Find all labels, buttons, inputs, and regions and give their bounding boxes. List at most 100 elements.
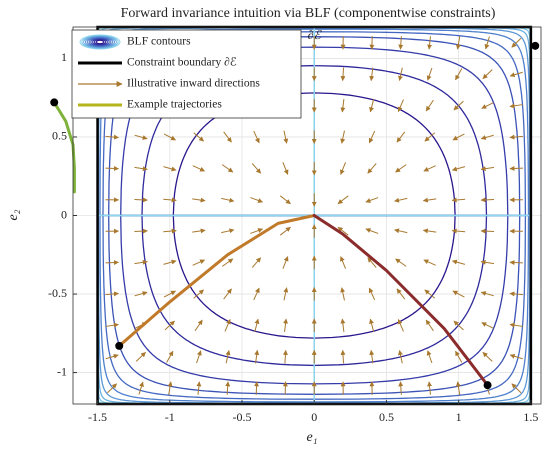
quiver-arrow — [365, 228, 379, 234]
quiver-arrow — [455, 350, 463, 363]
quiver-arrow — [369, 67, 375, 82]
quiver-arrow — [134, 197, 148, 203]
legend: BLF contours Constraint boundary ∂ℰ Illust… — [71, 29, 302, 119]
quiver-arrow — [251, 257, 262, 268]
quiver-arrow — [134, 166, 148, 172]
quiver-arrow — [105, 134, 119, 140]
quiver-arrow — [451, 228, 466, 234]
legend-contour-icon — [84, 36, 116, 48]
quiver-arrow — [368, 287, 376, 301]
quiver-arrow — [225, 381, 231, 395]
quiver-arrow — [398, 67, 403, 81]
legend-label: Constraint boundary ∂ℰ — [127, 57, 237, 69]
quiver-arrow — [422, 228, 437, 234]
quiver-arrow — [395, 258, 407, 267]
quiver-arrow — [422, 197, 437, 203]
quiver-arrow — [426, 67, 433, 81]
quiver-arrow — [511, 383, 522, 394]
legend-contour-icon — [86, 36, 114, 48]
quiver-arrow — [279, 226, 291, 236]
quiver-arrow — [511, 37, 522, 48]
quiver-arrow — [365, 197, 379, 203]
quiver-arrow — [451, 259, 466, 265]
quiver-arrow — [250, 197, 264, 203]
quiver-arrow — [424, 132, 436, 142]
quiver-arrow — [484, 36, 490, 50]
y-tick-label: -0.5 — [48, 286, 67, 300]
quiver-arrow — [337, 226, 349, 236]
quiver-arrow — [481, 102, 494, 109]
start-marker — [50, 98, 59, 107]
x-tick-label: 0 — [311, 410, 317, 424]
quiver-arrow — [340, 287, 346, 301]
x-tick-label: 1.5 — [523, 410, 538, 424]
quiver-arrow — [107, 383, 117, 394]
quiver-arrow — [340, 99, 346, 113]
quiver-arrow — [105, 322, 119, 328]
quiver-arrow — [369, 36, 375, 50]
quiver-arrow — [509, 322, 523, 328]
quiver-arrow — [193, 289, 205, 299]
quiver-arrow — [423, 259, 436, 266]
quiver-arrow — [455, 68, 463, 81]
quiver-arrow — [340, 318, 346, 332]
quiver-arrow — [283, 130, 289, 144]
quiver-arrow — [283, 318, 289, 332]
quiver-arrow — [135, 352, 146, 362]
quiver-arrow — [367, 257, 377, 268]
y-tick-label: 1 — [61, 50, 67, 64]
quiver-arrow — [368, 130, 376, 144]
quiver-arrow — [509, 260, 523, 266]
y-tick-label: 0.5 — [52, 129, 67, 143]
quiver-arrow — [480, 134, 494, 140]
quiver-arrow — [134, 259, 148, 265]
quiver-arrow — [134, 134, 148, 140]
quiver-arrow — [424, 289, 436, 299]
quiver-arrow — [396, 288, 406, 300]
quiver-arrow — [283, 287, 289, 301]
quiver-arrow — [481, 322, 494, 329]
legend-label: Example trajectories — [127, 99, 222, 111]
quiver-arrow — [163, 197, 177, 203]
legend-label: BLF contours — [127, 36, 191, 48]
quiver-arrow — [192, 228, 206, 234]
quiver-arrow — [340, 162, 347, 175]
legend-contour-icon — [95, 39, 105, 45]
quiver-arrow — [138, 381, 144, 395]
quiver-arrow — [250, 228, 264, 234]
quiver-arrow — [105, 353, 119, 360]
quiver-arrow — [134, 291, 148, 297]
x-tick-label: 1 — [456, 410, 462, 424]
quiver-arrow — [163, 228, 177, 234]
x-tick-label: -1.5 — [88, 410, 107, 424]
legend-contour-icon — [90, 38, 110, 46]
quiver-arrow — [397, 99, 404, 112]
quiver-arrow — [509, 71, 523, 78]
legend-label: Illustrative inward directions — [127, 78, 260, 90]
quiver-arrow — [196, 350, 202, 364]
quiver-arrow — [452, 290, 465, 298]
quiver-arrow — [221, 258, 234, 267]
quiver-arrow — [453, 320, 464, 331]
quiver — [105, 36, 523, 395]
legend-contour-icon — [81, 35, 119, 49]
quiver-arrow — [453, 100, 464, 111]
quiver-arrow — [225, 350, 231, 364]
quiver-arrow — [509, 353, 523, 360]
quiver-arrow — [509, 134, 523, 140]
start-marker — [115, 341, 124, 350]
quiver-arrow — [455, 36, 461, 50]
quiver-arrow — [192, 165, 206, 172]
quiver-arrow — [193, 132, 205, 142]
y-tick-label: 0 — [61, 207, 67, 221]
quiver-arrow — [196, 381, 202, 395]
quiver-arrow — [192, 259, 206, 266]
quiver-arrow — [253, 130, 260, 144]
x-tick-label: -1 — [165, 410, 175, 424]
quiver-arrow — [340, 349, 346, 364]
quiver-arrow — [192, 197, 206, 203]
quiver-arrow — [396, 131, 406, 143]
quiver-arrow — [163, 166, 177, 172]
quiver-arrow — [480, 228, 495, 234]
